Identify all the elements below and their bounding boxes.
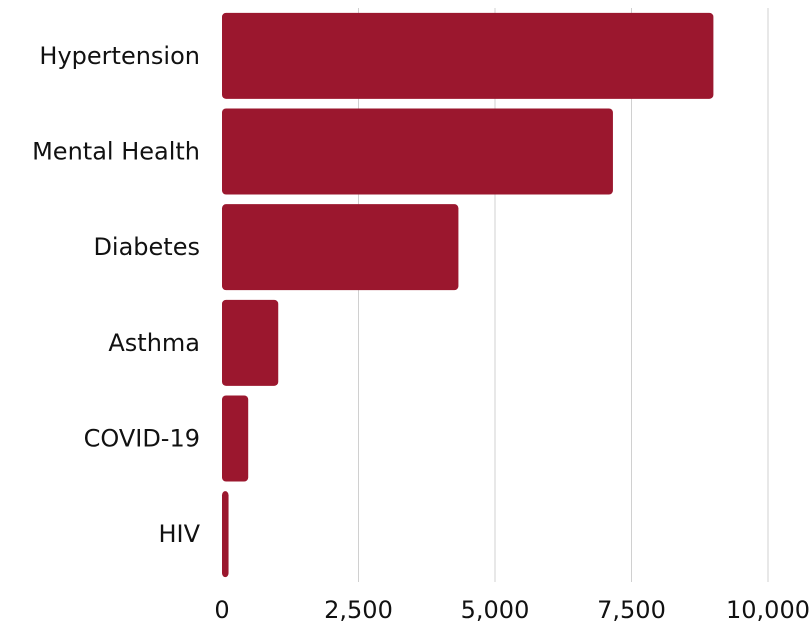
category-label-hiv: HIV — [158, 520, 200, 548]
bar-diabetes — [222, 204, 459, 291]
grid-lines — [358, 8, 769, 582]
x-tick-label-2: 5,000 — [461, 596, 530, 624]
bar-hypertension — [222, 12, 714, 99]
category-label-hypertension: Hypertension — [39, 42, 200, 70]
x-tick-label-1: 2,500 — [324, 596, 393, 624]
bars — [222, 12, 714, 578]
x-tick-label-3: 7,500 — [597, 596, 666, 624]
x-tick-label-4: 10,000 — [726, 596, 809, 624]
category-label-covid-19: COVID-19 — [84, 425, 200, 453]
x-tick-labels: 0 2,500 5,000 7,500 10,000 — [214, 596, 809, 624]
category-label-asthma: Asthma — [108, 329, 200, 357]
bar-covid-19 — [222, 395, 249, 482]
bar-hiv — [222, 491, 229, 578]
bar-mental-health — [222, 108, 613, 195]
x-tick-label-0: 0 — [214, 596, 229, 624]
bar-asthma — [222, 299, 279, 386]
category-labels: Hypertension Mental Health Diabetes Asthma C… — [32, 42, 200, 548]
category-label-mental-health: Mental Health — [32, 138, 200, 166]
category-label-diabetes: Diabetes — [93, 233, 200, 261]
